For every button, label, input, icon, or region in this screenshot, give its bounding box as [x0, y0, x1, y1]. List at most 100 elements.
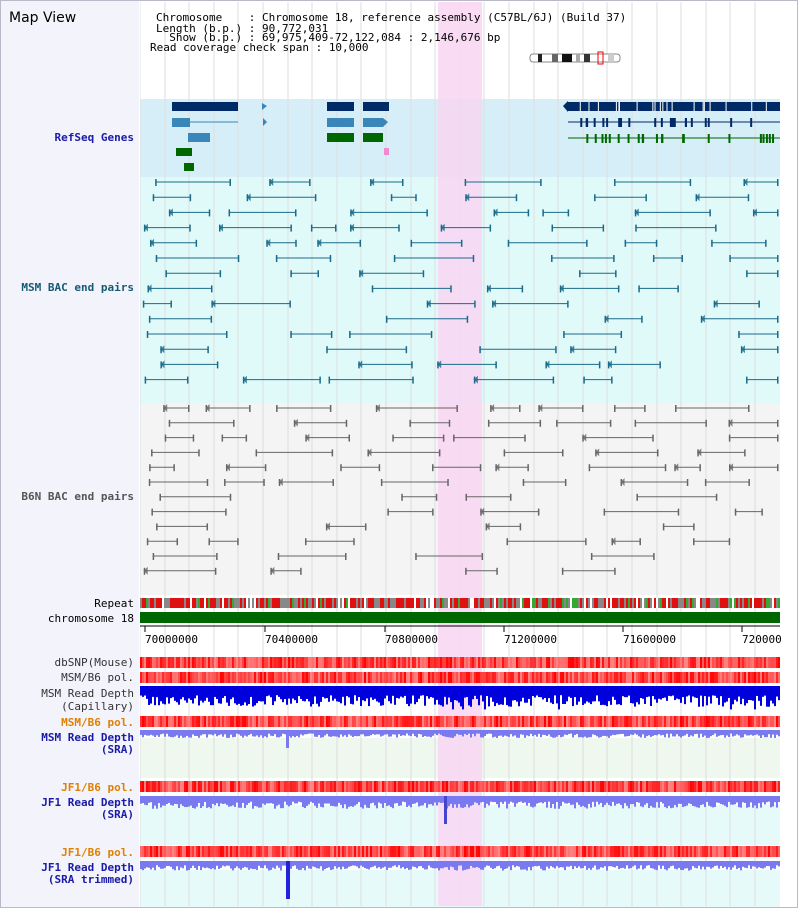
bac-end-mark [225, 508, 227, 516]
bac-end-mark [290, 224, 292, 232]
depth-bar [256, 730, 258, 736]
depth-bar [586, 861, 588, 870]
heat-cell [422, 846, 424, 857]
repeat-mark [568, 598, 570, 608]
heat-cell [364, 672, 366, 683]
heat-cell [206, 672, 208, 683]
heat-cell [646, 716, 648, 727]
bac-arrow [426, 299, 431, 308]
depth-bar [452, 730, 454, 738]
heat-cell [576, 657, 578, 668]
heat-cell [262, 716, 264, 727]
heat-cell [666, 716, 668, 727]
depth-bar [186, 686, 188, 703]
msm-bac-label[interactable]: MSM BAC end pairs [21, 281, 134, 294]
bac-end-mark [435, 493, 438, 501]
heat-cell [262, 672, 264, 683]
depth-bar [282, 796, 284, 809]
heat-cell [506, 781, 508, 792]
depth-bar [304, 686, 306, 702]
ideogram-band [584, 54, 590, 62]
heat-cell [216, 657, 218, 668]
heat-cell [396, 672, 398, 683]
exon-mark [707, 118, 710, 127]
heat-cell [660, 781, 662, 792]
depth-bar [372, 796, 374, 803]
heat-cell [416, 657, 418, 668]
heat-cell [260, 716, 262, 727]
heat-cell [524, 716, 526, 727]
repeat-mark [324, 598, 326, 608]
depth-bar [394, 796, 396, 804]
depth-bar [150, 686, 152, 704]
heat-cell [268, 716, 270, 727]
heat-cell [554, 716, 556, 727]
heat-cell [758, 781, 760, 792]
heat-cell [344, 846, 346, 857]
repeat-mark [486, 598, 488, 608]
repeat-mark [420, 598, 422, 608]
repeat-mark [572, 598, 574, 608]
heat-cell [754, 657, 756, 668]
depth-bar [366, 730, 368, 737]
heat-cell [550, 716, 552, 727]
depth-bar [296, 730, 298, 736]
depth-bar [628, 730, 630, 737]
bac-end-mark [430, 331, 433, 338]
refseq-genes-label[interactable]: RefSeq Genes [54, 131, 134, 144]
repeat-mark [492, 598, 494, 608]
heat-cell [720, 672, 722, 683]
heat-cell [266, 672, 268, 683]
heat-cell [422, 781, 424, 792]
depth-bar [528, 861, 530, 868]
heat-cell [638, 657, 640, 668]
bac-end-mark [481, 553, 484, 560]
b6n-bac-label[interactable]: B6N BAC end pairs [21, 490, 134, 503]
heat-cell [684, 846, 686, 857]
heat-cell [332, 657, 334, 668]
depth-bar [352, 730, 354, 737]
heat-cell [212, 846, 214, 857]
heat-cell [210, 846, 212, 857]
repeat-mark [686, 598, 688, 608]
genome-browser-canvas[interactable]: 70000000 70400000 70800000 71200000 71600000… [140, 0, 782, 908]
depth-bar [178, 796, 180, 809]
repeat-mark [240, 598, 242, 608]
repeat-mark [722, 598, 724, 608]
depth-bar [494, 861, 496, 869]
heat-cell [416, 846, 418, 857]
heat-cell [754, 672, 756, 683]
depth-bar [290, 686, 292, 704]
heat-cell [486, 716, 488, 727]
depth-bar [744, 686, 746, 706]
depth-bar [428, 861, 430, 866]
depth-bar [192, 796, 194, 808]
depth-bar [598, 796, 600, 805]
depth-bar [720, 730, 722, 736]
heat-cell [462, 716, 464, 727]
depth-bar [354, 730, 356, 736]
heat-cell [640, 781, 642, 792]
heat-cell [398, 657, 400, 668]
heat-cell [200, 672, 202, 683]
heat-cell [424, 672, 426, 683]
heat-cell [360, 716, 362, 727]
depth-bar [170, 686, 172, 699]
repeat-mark [316, 598, 318, 608]
bac-arrow [143, 223, 148, 232]
exon-mark [628, 118, 631, 127]
repeat-mark [650, 598, 652, 608]
heat-cell [360, 657, 362, 668]
heat-cell [194, 846, 196, 857]
depth-bar [718, 796, 720, 803]
depth-bar [610, 686, 612, 705]
bac-end-mark [276, 405, 278, 412]
depth-bar [584, 686, 586, 704]
heat-cell [656, 657, 658, 668]
depth-bar [174, 730, 176, 737]
jf1-depth-sra-label-2: (SRA) [100, 808, 134, 821]
depth-bar [188, 796, 190, 807]
heat-cell [460, 657, 462, 668]
exon-mark [772, 134, 775, 143]
depth-bar [144, 796, 146, 805]
